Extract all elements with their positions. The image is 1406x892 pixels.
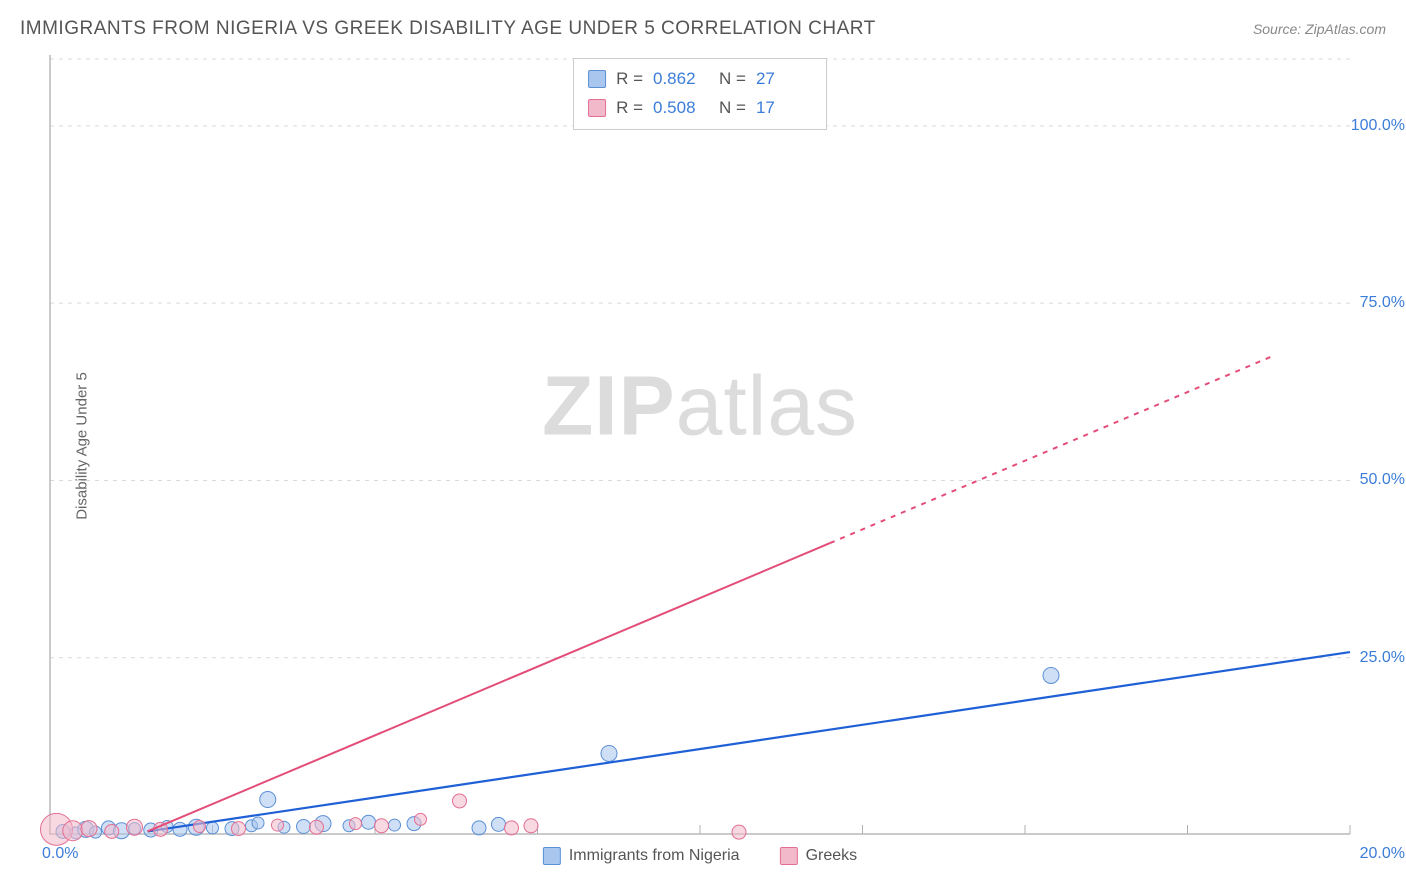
- y-tick-label: 25.0%: [1360, 649, 1405, 667]
- n-value: 17: [756, 94, 812, 123]
- n-label: N =: [719, 65, 746, 94]
- legend-swatch: [588, 70, 606, 88]
- series-legend-item: Immigrants from Nigeria: [543, 847, 740, 865]
- x-axis-min-label: 0.0%: [42, 845, 78, 863]
- x-axis-max-label: 20.0%: [1360, 845, 1405, 863]
- r-value: 0.862: [653, 65, 709, 94]
- n-label: N =: [719, 94, 746, 123]
- r-label: R =: [616, 65, 643, 94]
- correlation-legend-row: R = 0.508 N = 17: [588, 94, 812, 123]
- series-legend-label: Immigrants from Nigeria: [569, 847, 740, 865]
- chart-title: IMMIGRANTS FROM NIGERIA VS GREEK DISABIL…: [20, 18, 876, 40]
- correlation-legend: R = 0.862 N = 27 R = 0.508 N = 17: [573, 58, 827, 130]
- correlation-legend-row: R = 0.862 N = 27: [588, 65, 812, 94]
- y-tick-label: 100.0%: [1351, 117, 1405, 135]
- legend-swatch: [780, 847, 798, 865]
- series-legend-item: Greeks: [780, 847, 858, 865]
- series-legend: Immigrants from Nigeria Greeks: [543, 847, 857, 865]
- y-tick-label: 75.0%: [1360, 294, 1405, 312]
- source-credit: Source: ZipAtlas.com: [1253, 21, 1386, 37]
- legend-swatch: [543, 847, 561, 865]
- y-tick-label: 50.0%: [1360, 471, 1405, 489]
- series-legend-label: Greeks: [806, 847, 858, 865]
- n-value: 27: [756, 65, 812, 94]
- legend-swatch: [588, 99, 606, 117]
- r-value: 0.508: [653, 94, 709, 123]
- scatter-chart: [50, 55, 1350, 835]
- r-label: R =: [616, 94, 643, 123]
- chart-plot-area: ZIPatlas 25.0%50.0%75.0%100.0% 0.0% 20.0…: [50, 55, 1350, 835]
